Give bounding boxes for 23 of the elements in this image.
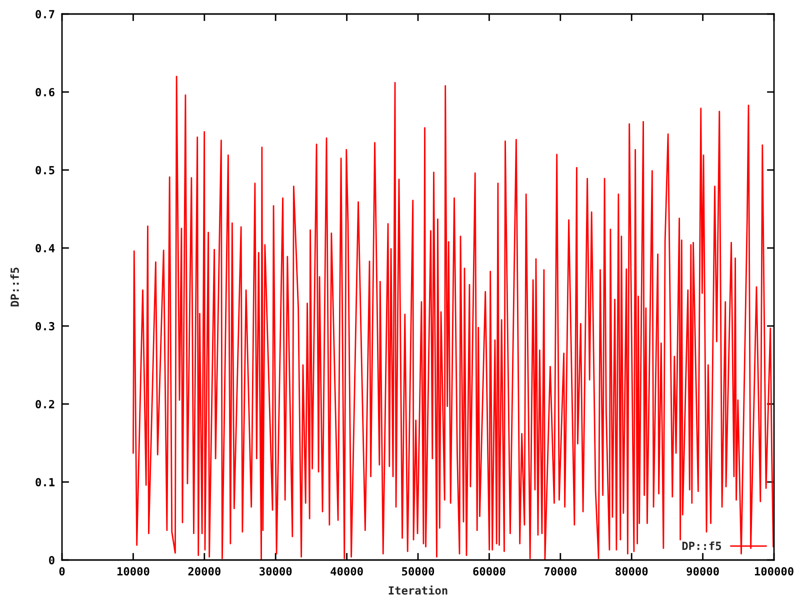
- x-tick-label: 80000: [616, 567, 648, 576]
- y-tick-label: 0.5: [36, 166, 54, 174]
- x-tick-label: 20000: [188, 567, 220, 576]
- line-series: [132, 76, 774, 560]
- y-tick-label: 0.1: [36, 478, 55, 486]
- x-tick-label: 70000: [544, 567, 576, 576]
- x-tick-label: 60000: [473, 567, 506, 576]
- y-tick-label: 0.2: [36, 400, 54, 408]
- legend-label: DP::f5: [682, 541, 722, 550]
- y-axis-title: DP::f5: [10, 268, 19, 306]
- x-tick-label: 100000: [754, 567, 794, 576]
- y-tick-label: 0: [49, 556, 54, 564]
- x-tick-label: 0: [59, 567, 65, 576]
- x-axis-title: Iteration: [388, 585, 448, 595]
- y-tick-label: 0.3: [36, 322, 54, 330]
- x-tick-label: 40000: [330, 567, 363, 576]
- x-tick-label: 50000: [402, 567, 434, 576]
- x-tick-label: 90000: [686, 567, 719, 576]
- x-tick-label: 10000: [118, 567, 150, 576]
- y-tick-label: 0.6: [36, 88, 54, 96]
- y-tick-label: 0.4: [36, 244, 55, 252]
- x-tick-label: 30000: [260, 567, 292, 576]
- y-tick-label: 0.7: [36, 10, 54, 18]
